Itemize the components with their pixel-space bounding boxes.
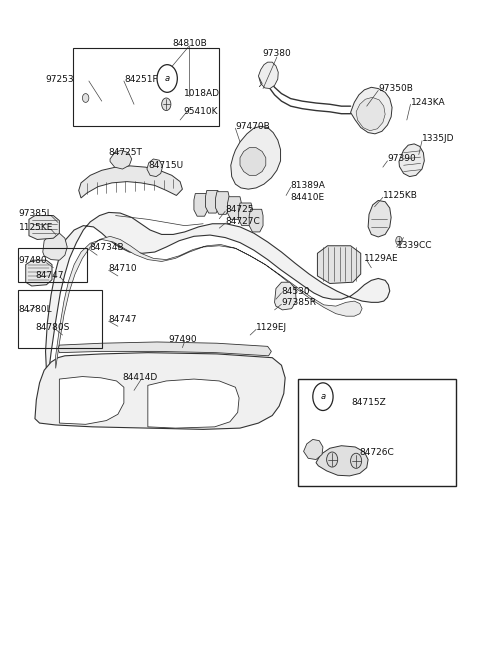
Polygon shape — [110, 150, 132, 169]
Polygon shape — [60, 377, 124, 424]
Text: 1129EJ: 1129EJ — [256, 323, 287, 332]
Text: 84251F: 84251F — [124, 75, 157, 84]
Polygon shape — [356, 98, 385, 131]
Text: 97390: 97390 — [387, 155, 416, 164]
Polygon shape — [56, 236, 362, 368]
Text: 95410K: 95410K — [184, 107, 218, 117]
Polygon shape — [399, 144, 424, 177]
Polygon shape — [239, 203, 252, 225]
Text: 1018AD: 1018AD — [184, 89, 220, 98]
Text: 1243KA: 1243KA — [410, 98, 445, 107]
Circle shape — [162, 98, 171, 111]
Text: 97350B: 97350B — [378, 84, 413, 93]
Text: 97253: 97253 — [46, 75, 74, 84]
Text: 84715U: 84715U — [149, 161, 184, 170]
Polygon shape — [147, 159, 163, 177]
Circle shape — [157, 65, 177, 92]
Circle shape — [326, 452, 338, 467]
Text: 84710: 84710 — [108, 264, 137, 273]
Polygon shape — [148, 379, 239, 428]
Circle shape — [83, 94, 89, 102]
Polygon shape — [316, 445, 368, 476]
Text: 97490: 97490 — [168, 335, 197, 344]
Polygon shape — [26, 260, 52, 286]
Bar — [18, 290, 102, 348]
Polygon shape — [228, 196, 241, 219]
Polygon shape — [368, 200, 391, 237]
Text: a: a — [165, 74, 170, 83]
Polygon shape — [303, 440, 323, 460]
Polygon shape — [194, 194, 208, 216]
Text: 97385L: 97385L — [19, 208, 53, 217]
Text: 84410E: 84410E — [291, 193, 325, 202]
Text: 1125KE: 1125KE — [19, 223, 53, 232]
Text: a: a — [320, 392, 325, 401]
Text: 1125KB: 1125KB — [383, 191, 418, 200]
Text: 84747: 84747 — [108, 315, 137, 324]
Text: 84810B: 84810B — [172, 39, 207, 48]
Polygon shape — [79, 166, 182, 198]
Text: 97480: 97480 — [19, 256, 48, 265]
Text: 1129AE: 1129AE — [364, 254, 399, 263]
Text: 97380: 97380 — [263, 50, 291, 58]
Circle shape — [396, 236, 402, 245]
Text: 84726C: 84726C — [360, 447, 395, 457]
Polygon shape — [317, 246, 361, 284]
Polygon shape — [216, 192, 229, 214]
Polygon shape — [58, 342, 271, 356]
Polygon shape — [258, 62, 278, 88]
Text: 1339CC: 1339CC — [396, 240, 432, 250]
Text: 84725: 84725 — [225, 205, 254, 214]
Polygon shape — [231, 126, 280, 189]
Polygon shape — [35, 352, 285, 430]
Bar — [18, 248, 87, 282]
Text: 84747: 84747 — [35, 271, 63, 280]
Bar — [298, 379, 456, 486]
Text: 84734B: 84734B — [89, 243, 124, 252]
Circle shape — [313, 383, 333, 411]
Text: 97470B: 97470B — [235, 122, 270, 131]
Text: 84725T: 84725T — [108, 148, 143, 157]
Text: 1335JD: 1335JD — [422, 134, 455, 143]
Text: 84780L: 84780L — [19, 305, 52, 314]
Polygon shape — [350, 87, 392, 134]
Text: 84414D: 84414D — [122, 373, 158, 383]
Polygon shape — [240, 147, 266, 176]
Polygon shape — [46, 212, 390, 371]
Polygon shape — [205, 191, 219, 213]
Circle shape — [350, 453, 361, 468]
Text: 81389A: 81389A — [291, 181, 325, 190]
Text: 84530: 84530 — [281, 286, 310, 295]
Text: 97385R: 97385R — [281, 298, 316, 307]
Bar — [73, 48, 219, 126]
Text: 84715Z: 84715Z — [351, 398, 386, 407]
Text: 84727C: 84727C — [225, 217, 260, 226]
Polygon shape — [275, 282, 296, 310]
Polygon shape — [249, 210, 263, 232]
Polygon shape — [43, 233, 67, 260]
Text: 84780S: 84780S — [35, 323, 69, 332]
Polygon shape — [29, 215, 60, 240]
